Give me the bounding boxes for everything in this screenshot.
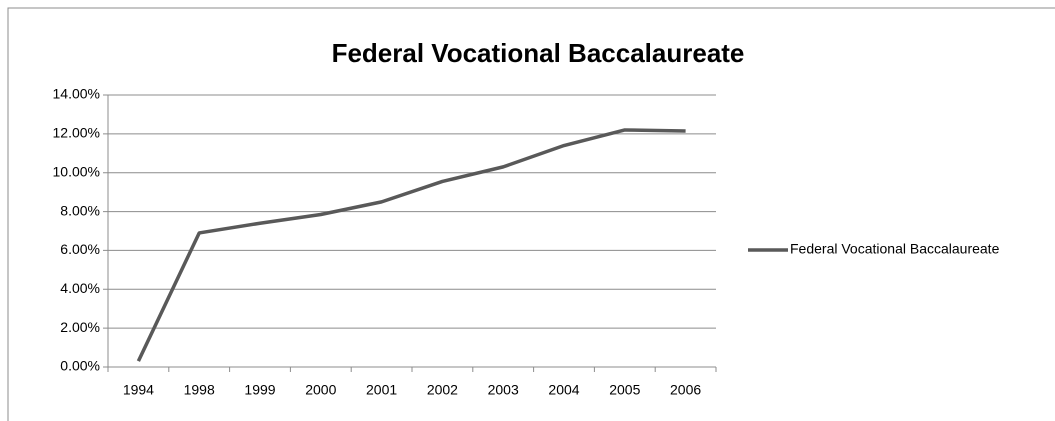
x-tick-label: 2002 [427, 382, 458, 398]
chart-title: Federal Vocational Baccalaureate [332, 38, 745, 68]
x-tick-label: 1998 [184, 382, 215, 398]
x-tick-label: 2005 [609, 382, 640, 398]
y-tick-label: 14.00% [53, 86, 100, 102]
data-line [136, 128, 686, 362]
x-tick-label: 2004 [548, 382, 579, 398]
y-tick-label: 10.00% [53, 163, 100, 179]
x-tick-label: 1994 [123, 382, 154, 398]
y-tick-label: 2.00% [60, 319, 100, 335]
legend-label: Federal Vocational Baccalaureate [790, 241, 1000, 257]
y-tick-label: 4.00% [60, 280, 100, 296]
x-tick-label: 2001 [366, 382, 397, 398]
y-tick-label: 6.00% [60, 241, 100, 257]
x-tick-label: 2003 [488, 382, 519, 398]
y-tick-label: 12.00% [53, 125, 100, 141]
x-tick-label: 1999 [244, 382, 275, 398]
y-tick-label: 8.00% [60, 202, 100, 218]
x-tick-label: 2000 [305, 382, 336, 398]
y-tick-label: 0.00% [60, 358, 100, 374]
chart-frame [7, 7, 1055, 421]
x-tick-label: 2006 [670, 382, 701, 398]
